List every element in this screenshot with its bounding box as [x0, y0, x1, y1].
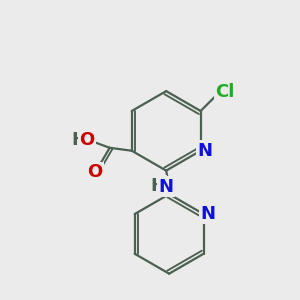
Text: O: O [79, 130, 94, 148]
Text: H: H [72, 130, 87, 148]
Text: O: O [87, 163, 103, 181]
Text: N: N [197, 142, 212, 160]
Text: N: N [159, 178, 174, 196]
Text: H: H [151, 177, 166, 195]
Text: Cl: Cl [215, 83, 235, 101]
Text: N: N [200, 205, 215, 223]
